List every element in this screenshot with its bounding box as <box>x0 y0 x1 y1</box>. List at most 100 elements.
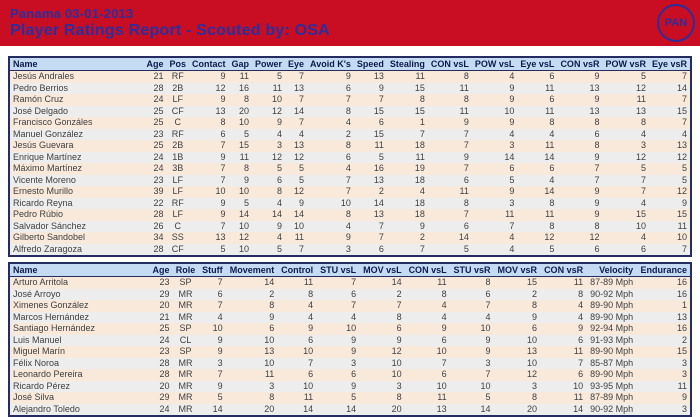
player-name-link[interactable]: Félix Noroa <box>13 357 60 368</box>
player-name-link[interactable]: Ricardo Reyna <box>13 197 73 208</box>
rating-cell: LF <box>172 94 183 104</box>
rating-cell: 24 <box>153 163 164 173</box>
rating-cell: MR <box>178 403 193 414</box>
rating-cell: 15 <box>635 209 646 219</box>
rating-cell: 6 <box>217 288 223 299</box>
player-name-link[interactable]: Vicente Moreno <box>13 174 76 185</box>
rating-cell: 12 <box>272 105 283 116</box>
player-name-link[interactable]: Ernesto Murillo <box>13 186 74 196</box>
player-name-link[interactable]: Miguel Marín <box>13 346 66 356</box>
rating-cell: 15 <box>373 105 384 116</box>
rating-cell: 10 <box>303 346 314 356</box>
rating-cell: 34 <box>153 232 164 242</box>
rating-cell: 4 <box>640 197 646 208</box>
rating-cell: 14 <box>480 403 491 414</box>
player-name-link[interactable]: José Arroyo <box>13 288 61 299</box>
rating-cell: 4 <box>345 163 351 173</box>
rating-cell: 4 <box>419 186 425 196</box>
player-name-link[interactable]: Jesús Andrales <box>13 71 75 81</box>
rating-cell: 3 <box>217 357 223 368</box>
rating-cell: 25 <box>153 105 164 116</box>
rating-cell: 15 <box>373 128 384 139</box>
rating-cell: 10 <box>504 105 515 116</box>
rating-cell: 5 <box>509 174 515 185</box>
rating-cell: 8 <box>594 140 600 150</box>
rating-cell: 5 <box>277 71 283 81</box>
rating-cell: 10 <box>264 334 275 345</box>
rating-cell: 10 <box>391 369 402 379</box>
rating-cell: 9 <box>463 117 469 127</box>
rating-cell: 7 <box>378 94 384 104</box>
player-name-link[interactable]: Enrique Martínez <box>13 151 82 162</box>
player-row: Marcos Hernández 21 MR 4 9 4 4 8 4 4 9 4 89-90 Mph 13 <box>9 311 691 323</box>
rating-cell: 9 <box>217 334 223 345</box>
rating-cell: 7 <box>640 186 646 196</box>
rating-cell: 11 <box>374 140 384 150</box>
player-name-link[interactable]: Ximenes González <box>13 300 89 310</box>
rating-cell: 4 <box>299 128 305 139</box>
player-name-link[interactable]: Leonardo Pereira <box>13 369 83 379</box>
player-name-link[interactable]: Pedro Berrios <box>13 82 69 93</box>
player-name-link[interactable]: Salvador Sánchez <box>13 220 87 231</box>
column-header: Eye <box>285 57 308 71</box>
rating-cell: 6 <box>378 117 384 127</box>
team-date-line: Panama 03-01-2013 <box>10 6 134 21</box>
player-name-link[interactable]: José Silva <box>13 392 55 402</box>
batters-table-header: Name Age Pos Contact Gap Power Eye Avoid K's Spe… <box>9 57 691 71</box>
player-row: Ernesto Murillo 39 LF 10 10 8 12 7 2 4 11 9 14 9 7 12 <box>9 186 691 198</box>
rating-cell: 8 <box>485 277 491 287</box>
rating-cell: 9 <box>217 346 223 356</box>
rating-cell: 20 <box>264 403 275 414</box>
player-name-link[interactable]: Ricardo Pérez <box>13 380 71 391</box>
player-name-link[interactable]: José Delgado <box>13 105 69 116</box>
rating-cell: 1 <box>681 300 687 310</box>
rating-cell: 15 <box>676 209 687 219</box>
player-name-link[interactable]: Pedro Rúbio <box>13 209 64 219</box>
rating-cell: 8 <box>578 288 584 299</box>
rating-cell: 18 <box>414 209 425 219</box>
rating-cell: 14 <box>238 209 249 219</box>
player-row: Manuel González 23 RF 6 5 4 4 2 15 7 7 4 4 6 4 4 <box>9 128 691 140</box>
player-name-link[interactable]: Manuel González <box>13 128 84 139</box>
player-name-link[interactable]: Alejandro Toledo <box>13 403 80 414</box>
rating-cell: 8 <box>345 209 351 219</box>
column-header: MOV vsL <box>359 263 405 277</box>
rating-cell: 11 <box>573 346 584 356</box>
rating-cell: 7 <box>396 300 402 310</box>
rating-cell: 11 <box>573 277 584 287</box>
rating-cell: 14 <box>212 403 223 414</box>
rating-cell: 28 <box>153 82 164 93</box>
player-row: Ricardo Pérez 20 MR 9 3 10 9 3 10 10 3 10 93-95 Mph 1… <box>9 380 691 392</box>
rating-cell: 14 <box>264 277 275 287</box>
player-name-link[interactable]: Alfredo Zaragoza <box>13 243 83 254</box>
player-name-link[interactable]: Santiago Hernández <box>13 323 96 333</box>
player-name-link[interactable]: Máximo Martínez <box>13 163 83 173</box>
player-name-link[interactable]: Gilberto Sandobel <box>13 232 86 242</box>
rating-cell: 7 <box>441 357 447 368</box>
rating-cell: SS <box>171 232 184 242</box>
player-name-link[interactable]: Francisco Gonzáles <box>13 117 93 127</box>
rating-cell: 7 <box>217 300 223 310</box>
rating-cell: 7 <box>220 163 226 173</box>
rating-cell: 6 <box>578 369 584 379</box>
player-name-link[interactable]: Jesús Guevara <box>13 140 74 150</box>
player-name-link[interactable]: Marcos Hernández <box>13 311 90 322</box>
player-name-link[interactable]: Ramón Cruz <box>13 94 64 104</box>
rating-cell: 4 <box>308 300 314 310</box>
rating-cell: 11 <box>505 209 515 219</box>
column-header: CON vsR <box>540 263 587 277</box>
player-name-link[interactable]: Arturo Arritola <box>13 277 69 287</box>
column-header: Stuff <box>198 263 226 277</box>
player-row: Máximo Martínez 24 3B 7 8 5 5 4 16 19 7 6 6 7 5 5 <box>9 163 691 175</box>
rating-cell: 9 <box>220 151 226 162</box>
rating-cell: 13 <box>294 82 305 93</box>
rating-cell: 5 <box>463 243 469 254</box>
rating-cell: 16 <box>238 82 249 93</box>
rating-cell: 9 <box>532 311 538 322</box>
player-name-link[interactable]: Luis Manuel <box>13 334 62 345</box>
rating-cell: 12 <box>527 369 538 379</box>
rating-cell: 9 <box>419 220 425 231</box>
rating-cell: 10 <box>527 357 538 368</box>
rating-cell: 10 <box>238 243 249 254</box>
rating-cell: 9 <box>217 380 223 391</box>
